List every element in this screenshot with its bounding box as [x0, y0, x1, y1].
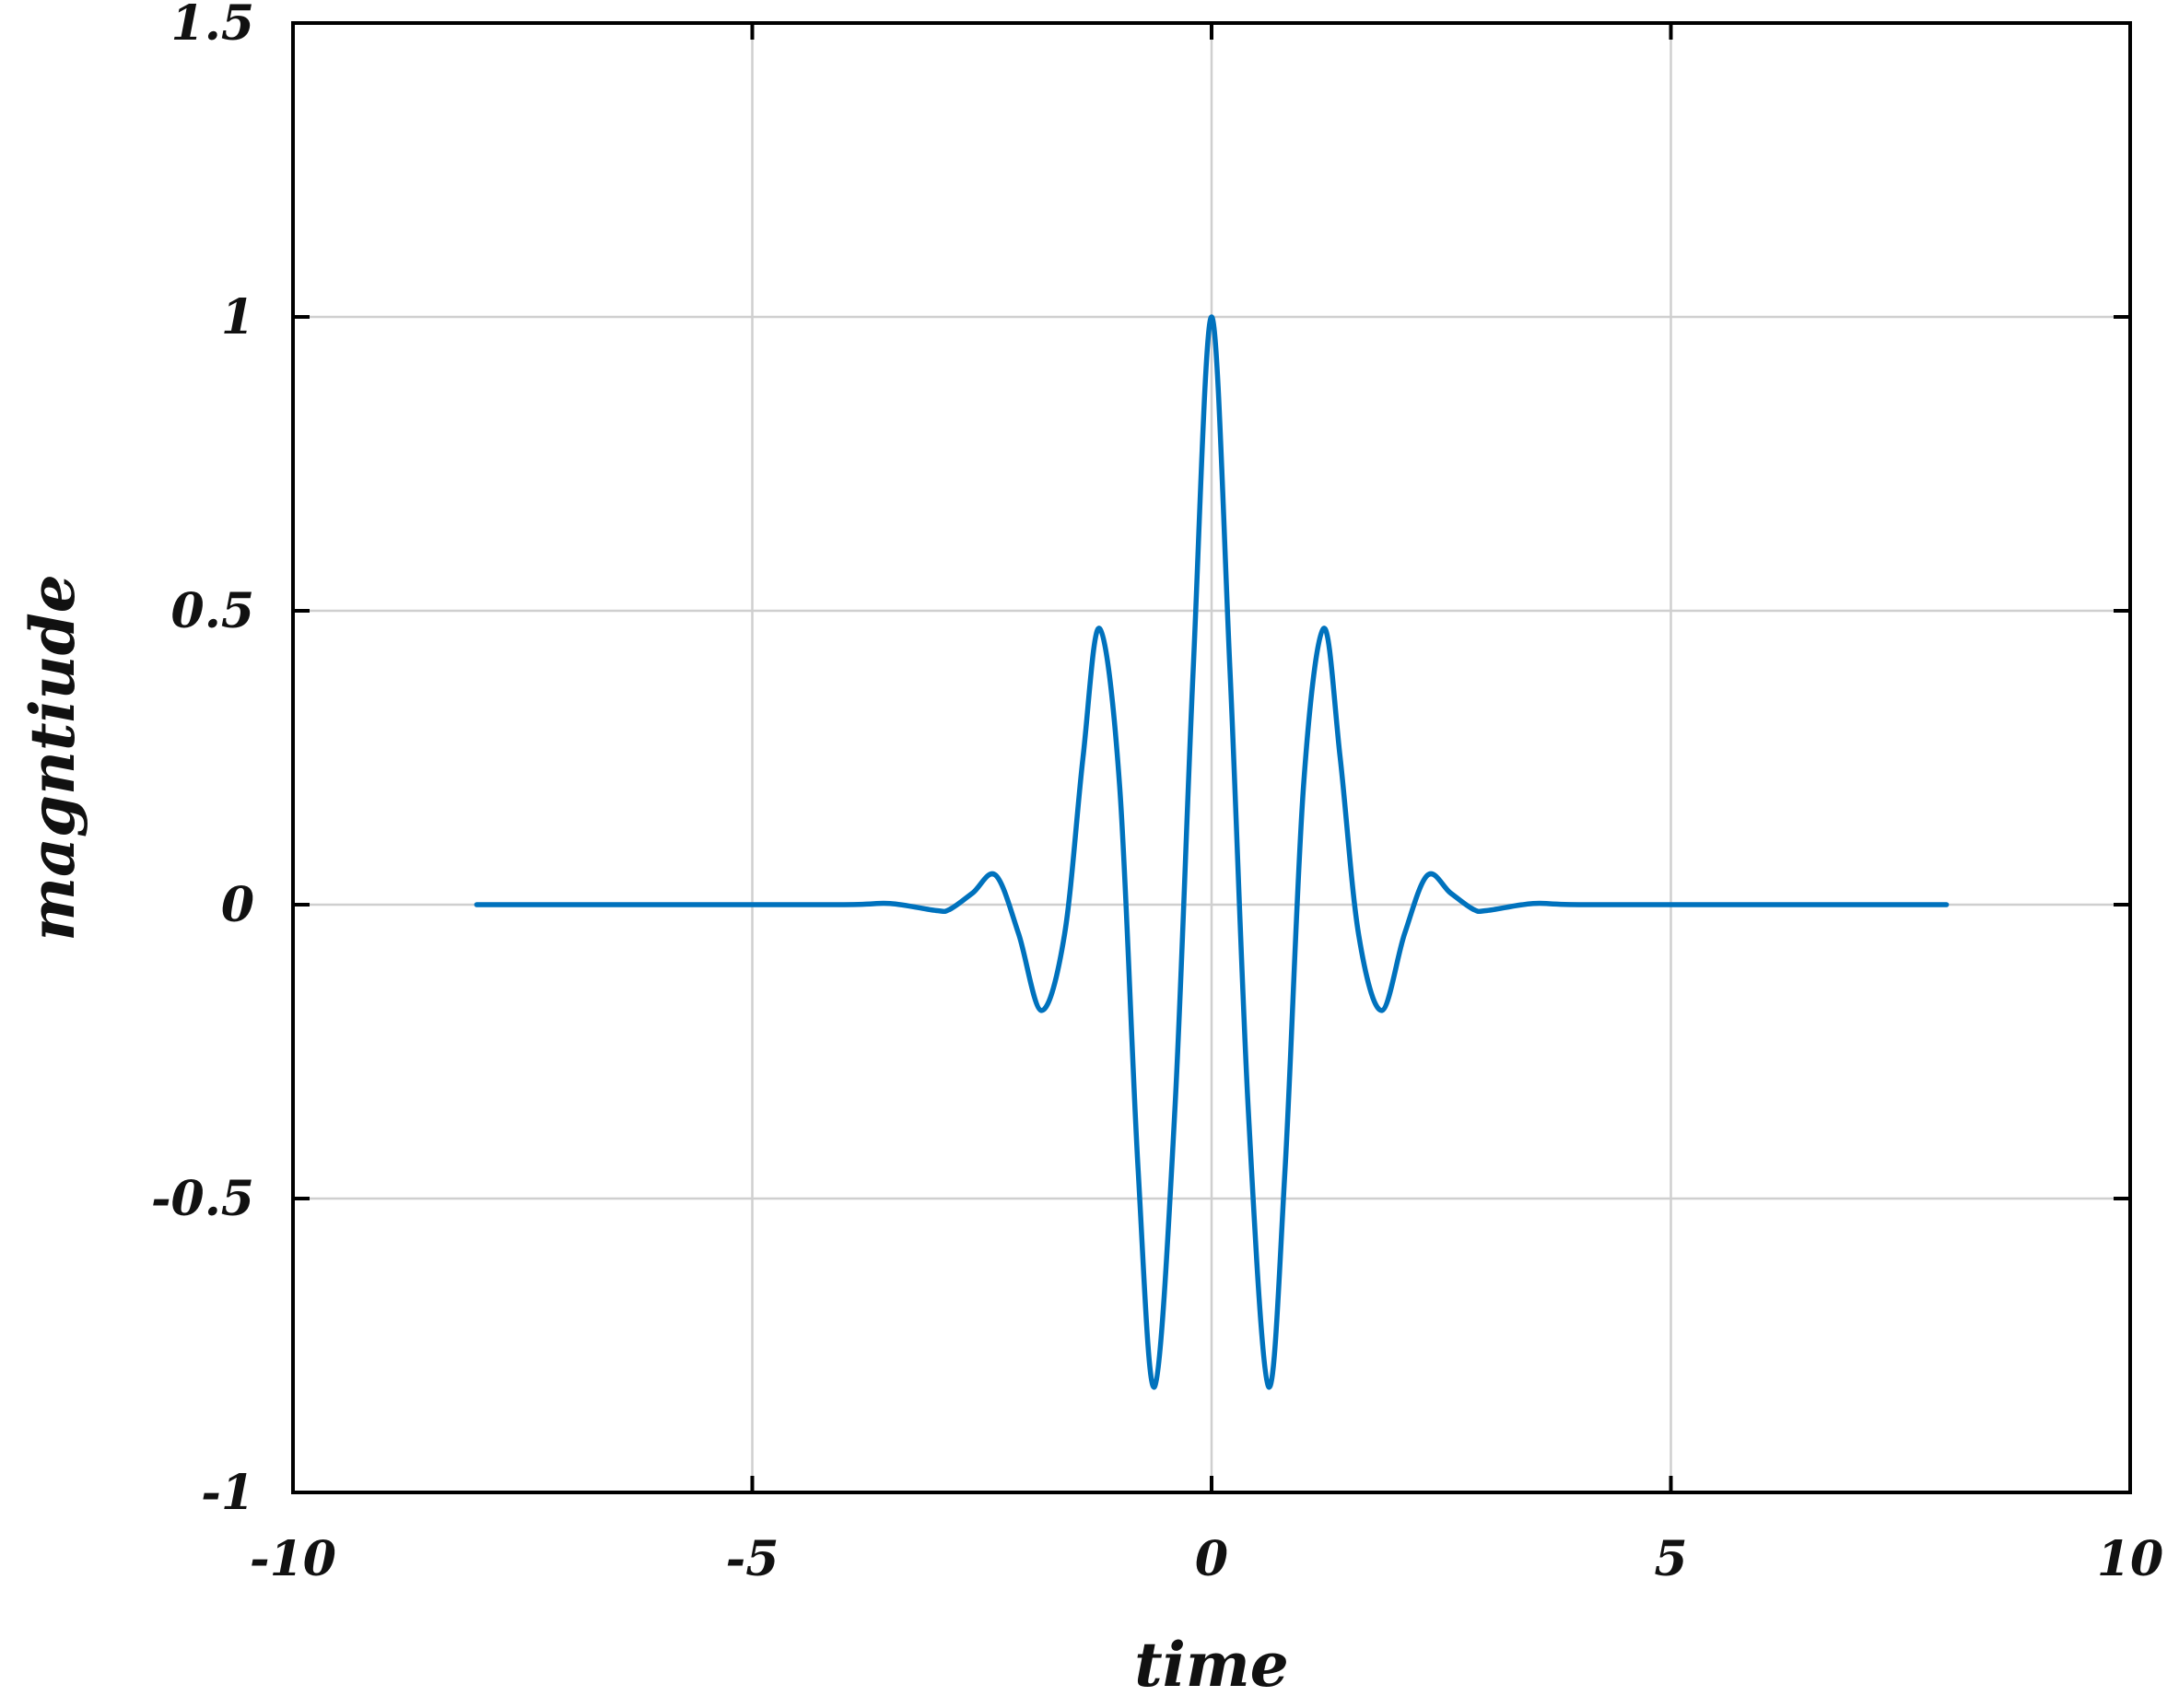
- series-line: [474, 314, 1950, 1390]
- y-axis-title: magntiude: [17, 574, 88, 941]
- y-tick-label: 0.5: [171, 583, 254, 639]
- y-tick-label: -1: [201, 1465, 254, 1521]
- x-axis-title: time: [1134, 1629, 1288, 1701]
- y-tick-label: 0: [221, 877, 254, 933]
- x-tick-label: -5: [726, 1531, 779, 1587]
- y-tick-label: 1: [221, 289, 254, 345]
- tick-marks: [291, 21, 2132, 1494]
- series-layer: [474, 314, 1950, 1390]
- y-tick-labels: -1 -0.5 0 0.5 1 1.5: [151, 0, 254, 1521]
- x-tick-label: 10: [2097, 1531, 2163, 1587]
- x-tick-label: 5: [1654, 1531, 1687, 1587]
- x-tick-label: 0: [1195, 1531, 1228, 1587]
- x-tick-label: -10: [250, 1531, 336, 1587]
- y-tick-label: 1.5: [171, 0, 254, 52]
- grid-lines: [291, 21, 2132, 1494]
- x-tick-labels: -10 -5 0 5 10: [250, 1531, 2163, 1587]
- y-tick-label: -0.5: [151, 1171, 254, 1227]
